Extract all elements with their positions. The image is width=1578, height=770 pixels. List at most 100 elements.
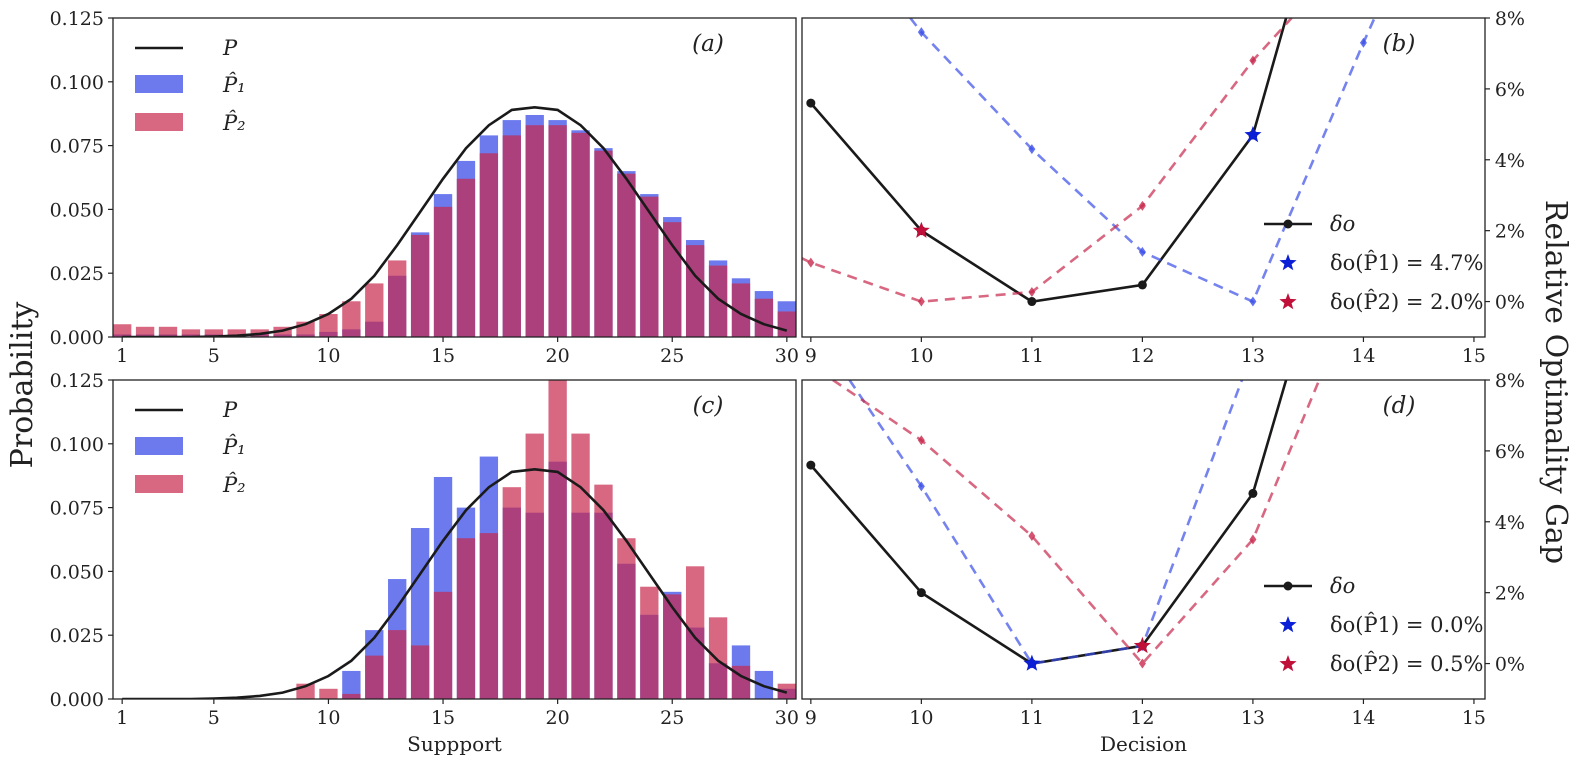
bar-p2 (410, 645, 430, 699)
bar-p2 (640, 586, 659, 699)
x-tick-label: 9 (805, 707, 817, 729)
bar-p2 (113, 324, 132, 337)
bar-p2 (754, 298, 774, 337)
x-tick-label: 10 (909, 345, 933, 367)
legend-label-p1: P̂₁ (222, 73, 246, 97)
bar-p2 (388, 630, 407, 699)
axes-frame (112, 379, 797, 700)
bar-p2 (410, 234, 430, 337)
marker-delta (1027, 297, 1037, 307)
bar-p2 (365, 655, 384, 699)
y-tick-label: 0.125 (50, 8, 104, 30)
marker-p1 (1138, 246, 1146, 257)
marker-delta (806, 460, 816, 470)
marker-p1 (1028, 144, 1036, 155)
bar-p2 (479, 153, 499, 337)
right-axis-label: Relative Optimality Gap (1538, 200, 1573, 564)
legend-label-delta: δo (1330, 574, 1355, 598)
x-tick-label: 10 (316, 345, 340, 367)
bar-p2 (594, 484, 613, 699)
line-p2 (802, 18, 1293, 303)
bar-p2 (433, 591, 453, 699)
marker-p2 (807, 257, 815, 268)
plot-area (802, 18, 1376, 307)
line-delta (809, 18, 1288, 303)
legend-label-p2: P̂₂ (222, 473, 246, 497)
legend-label-p2: δo(P̂2) = 0.5% (1330, 652, 1483, 676)
bar-p2 (525, 433, 544, 699)
legend-label-delta: δo (1330, 212, 1355, 236)
legend-swatch-p2 (135, 475, 183, 493)
bar-p2 (663, 594, 682, 699)
bar-p2 (181, 329, 201, 337)
x-tick-label: 14 (1351, 345, 1375, 367)
bar-p1 (342, 670, 361, 699)
axes-frame (112, 17, 797, 338)
marker-p1 (1249, 296, 1257, 307)
marker-delta (916, 588, 926, 598)
marker-p1 (917, 27, 925, 38)
bar-p2 (227, 329, 246, 337)
bar-p2 (594, 150, 613, 337)
bar-p2 (731, 283, 751, 337)
y-tick-label: 0% (1495, 654, 1525, 676)
x-tick-label: 20 (546, 707, 570, 729)
marker-delta (806, 98, 816, 108)
legend-label-p2: δo(P̂2) = 2.0% (1330, 290, 1483, 314)
marker-p2 (1138, 200, 1146, 211)
x-tick-label: 13 (1241, 707, 1265, 729)
x-tick-label: 11 (1020, 707, 1044, 729)
bar-p2 (456, 538, 476, 699)
bar-p2 (571, 433, 590, 699)
marker-p1 (917, 481, 925, 492)
bar-p2 (502, 487, 521, 699)
bar-p2 (617, 538, 636, 699)
bar-p2 (365, 283, 384, 337)
y-tick-label: 8% (1495, 370, 1525, 392)
legend-label-p1: δo(P̂1) = 4.7% (1330, 251, 1483, 275)
legend-label-p1: P̂₁ (222, 435, 246, 459)
x-tick-label: 30 (775, 707, 799, 729)
y-tick-label: 4% (1495, 512, 1525, 534)
bar-p2 (158, 326, 178, 337)
bar-p2 (204, 329, 224, 337)
x-tick-label: 15 (431, 707, 455, 729)
bar-p2 (548, 125, 567, 337)
y-tick-label: 0.000 (50, 327, 104, 349)
x-tick-label: 5 (208, 345, 220, 367)
legend-star-p1 (1279, 616, 1297, 633)
x-tick-label: 15 (1462, 345, 1486, 367)
bar-p2 (685, 566, 705, 699)
bar-p2 (571, 132, 590, 337)
legend-star-p2 (1279, 655, 1297, 672)
x-tick-label: 10 (909, 707, 933, 729)
y-tick-label: 0.050 (50, 199, 104, 221)
plot-area (806, 380, 1321, 671)
line-delta (809, 380, 1288, 665)
y-tick-label: 0.050 (50, 561, 104, 583)
y-tick-label: 0.100 (50, 72, 104, 94)
marker-p1 (1359, 37, 1367, 48)
y-tick-label: 2% (1495, 221, 1525, 243)
y-tick-label: 6% (1495, 441, 1525, 463)
x-tick-label: 20 (546, 345, 570, 367)
panel-2: 0% 2% 4% 6% 8% 9 10 11 12 13 14 15 δo δo(P̂1) = 4.7% δ… (801, 8, 1525, 367)
bar-p2 (342, 693, 361, 699)
legend-swatch-p2 (135, 113, 183, 131)
x-tick-label: 11 (1020, 345, 1044, 367)
bar-p2 (433, 206, 453, 337)
bar-p2 (617, 173, 636, 337)
y-tick-label: 6% (1495, 79, 1525, 101)
x-tick-label: 15 (431, 345, 455, 367)
marker-p2 (1028, 286, 1036, 297)
bar-p2 (502, 135, 521, 337)
legend-star-p1 (1279, 254, 1297, 271)
star-star_p1 (1023, 654, 1041, 671)
plot-area (122, 380, 796, 699)
panel-tag: (d) (1383, 393, 1416, 419)
legend-marker-delta (1283, 581, 1293, 591)
y-tick-label: 4% (1495, 150, 1525, 172)
panel-tag: (b) (1383, 31, 1416, 57)
star-star_p2 (912, 221, 930, 238)
panel-4: 0% 2% 4% 6% 8% 9 10 11 12 13 14 15 δo δo(P̂1) = 0.0% δ… (801, 370, 1525, 756)
